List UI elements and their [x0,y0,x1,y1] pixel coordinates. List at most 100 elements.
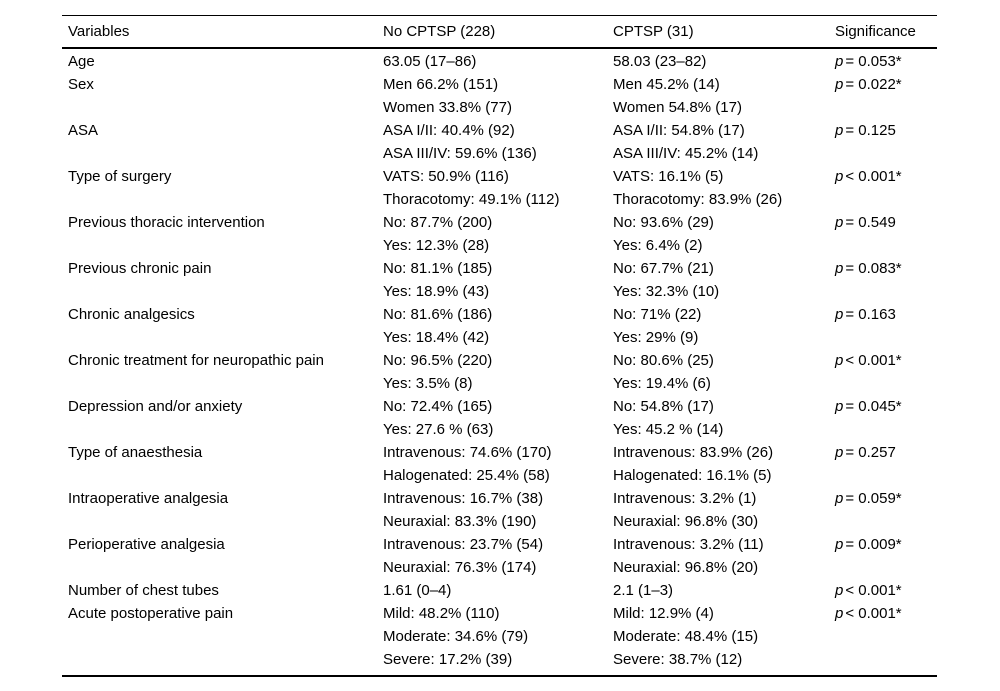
no-cptsp-cell: 63.05 (17–86) [383,50,613,73]
value-line: No: 93.6% (29) [613,214,714,231]
no-cptsp-cell: Mild: 48.2% (110) Moderate: 34.6% (79) Sev… [383,602,613,671]
variable-cell: Chronic treatment for neuropathic pain [68,349,383,395]
significance-cell: p = 0.083* [835,257,937,303]
significance-value: p < 0.001* [835,349,937,372]
variable-cell: Sex [68,73,383,119]
value-line: Intravenous: 3.2% (11) [613,536,764,553]
variable-cell: Type of surgery [68,165,383,211]
p-symbol: p [835,605,844,622]
p-symbol: p [835,53,844,70]
cptsp-cell: Intravenous: 3.2% (11) Neuraxial: 96.8% (… [613,533,835,579]
table-row: Type of surgery VATS: 50.9% (116) Thoracot… [62,165,937,211]
significance-cell: p = 0.163 [835,303,937,349]
value-line: Men 66.2% (151) [383,76,499,93]
value-line: No: 54.8% (17) [613,398,714,415]
cptsp-cell: Mild: 12.9% (4) Moderate: 48.4% (15) Sever… [613,602,835,671]
variable-cell: Chronic analgesics [68,303,383,349]
no-cptsp-cell: No: 96.5% (220) Yes: 3.5% (8) [383,349,613,395]
cptsp-cell: ASA I/II: 54.8% (17) ASA III/IV: 45.2% (1… [613,119,835,165]
table-row: Previous thoracic intervention No: 87.7% … [62,211,937,257]
p-symbol: p [835,306,844,323]
significance-text: = 0.163 [845,306,896,323]
table-body: Age 63.05 (17–86) 58.03 (23–82) p = 0.053* Se… [62,49,937,675]
value-line: No: 72.4% (165) [383,398,493,415]
no-cptsp-cell: No: 87.7% (200) Yes: 12.3% (28) [383,211,613,257]
cptsp-cell: No: 93.6% (29) Yes: 6.4% (2) [613,211,835,257]
significance-cell: p < 0.001* [835,579,937,602]
significance-cell: p = 0.022* [835,73,937,119]
value-line: ASA [68,122,99,139]
significance-cell: p = 0.549 [835,211,937,257]
value-line: Neuraxial: 83.3% (190) [383,513,537,530]
p-symbol: p [835,76,844,93]
p-symbol: p [835,490,844,507]
column-header-cptsp: CPTSP (31) [613,23,694,40]
significance-value: p = 0.059* [835,487,937,510]
value-line: No: 81.6% (186) [383,306,493,323]
significance-cell: p = 0.053* [835,50,937,73]
no-cptsp-cell: No: 72.4% (165) Yes: 27.6 % (63) [383,395,613,441]
variable-cell: Age [68,50,383,73]
variable-cell: Intraoperative analgesia [68,487,383,533]
significance-cell: p < 0.001* [835,602,937,671]
variable-cell: Acute postoperative pain [68,602,383,671]
value-line: Moderate: 48.4% (15) [613,628,759,645]
cptsp-cell: No: 67.7% (21) Yes: 32.3% (10) [613,257,835,303]
cptsp-cell: Men 45.2% (14) Women 54.8% (17) [613,73,835,119]
value-line: Acute postoperative pain [68,605,234,622]
significance-value: p < 0.001* [835,165,937,188]
variable-cell: Depression and/or anxiety [68,395,383,441]
no-cptsp-cell: No: 81.6% (186) Yes: 18.4% (42) [383,303,613,349]
significance-cell: p < 0.001* [835,349,937,395]
value-line: ASA III/IV: 59.6% (136) [383,145,537,162]
value-line: No: 71% (22) [613,306,702,323]
value-line: Neuraxial: 96.8% (20) [613,559,759,576]
value-line: Yes: 18.4% (42) [383,329,490,346]
column-header-variables: Variables [68,23,130,40]
significance-text: = 0.125 [845,122,896,139]
significance-value: p = 0.053* [835,50,937,73]
p-symbol: p [835,214,844,231]
cptsp-cell: Intravenous: 3.2% (1) Neuraxial: 96.8% (3… [613,487,835,533]
value-line: Intravenous: 16.7% (38) [383,490,544,507]
value-line: Women 33.8% (77) [383,99,512,116]
value-line: Number of chest tubes [68,582,219,599]
value-line: Yes: 45.2 % (14) [613,421,724,438]
value-line: Intravenous: 83.9% (26) [613,444,774,461]
significance-cell: p = 0.045* [835,395,937,441]
variable-cell: ASA [68,119,383,165]
value-line: Previous thoracic intervention [68,214,265,231]
value-line: Previous chronic pain [68,260,212,277]
significance-text: = 0.257 [845,444,896,461]
value-line: Yes: 18.9% (43) [383,283,490,300]
value-line: Depression and/or anxiety [68,398,243,415]
variable-cell: Type of anaesthesia [68,441,383,487]
value-line: Sex [68,76,94,93]
value-line: ASA I/II: 54.8% (17) [613,122,745,139]
value-line: Neuraxial: 76.3% (174) [383,559,537,576]
significance-text: < 0.001* [845,605,902,622]
variable-cell: Perioperative analgesia [68,533,383,579]
significance-text: < 0.001* [845,352,902,369]
value-line: Thoracotomy: 83.9% (26) [613,191,783,208]
p-symbol: p [835,122,844,139]
cptsp-cell: No: 80.6% (25) Yes: 19.4% (6) [613,349,835,395]
value-line: Yes: 6.4% (2) [613,237,703,254]
cptsp-cell: 58.03 (23–82) [613,50,835,73]
significance-text: = 0.009* [845,536,902,553]
value-line: Halogenated: 25.4% (58) [383,467,550,484]
table-row: Number of chest tubes 1.61 (0–4) 2.1 (1–3)… [62,579,937,602]
table-row: Age 63.05 (17–86) 58.03 (23–82) p = 0.053* [62,50,937,73]
p-symbol: p [835,260,844,277]
variable-cell: Number of chest tubes [68,579,383,602]
significance-value: p < 0.001* [835,579,937,602]
value-line: Neuraxial: 96.8% (30) [613,513,759,530]
table-row: Chronic treatment for neuropathic pain No… [62,349,937,395]
cptsp-cell: Intravenous: 83.9% (26) Halogenated: 16.1… [613,441,835,487]
value-line: VATS: 16.1% (5) [613,168,724,185]
cptsp-cell: VATS: 16.1% (5) Thoracotomy: 83.9% (26) [613,165,835,211]
value-line: Yes: 27.6 % (63) [383,421,494,438]
significance-text: < 0.001* [845,582,902,599]
table-row: Perioperative analgesia Intravenous: 23.7… [62,533,937,579]
significance-text: = 0.549 [845,214,896,231]
